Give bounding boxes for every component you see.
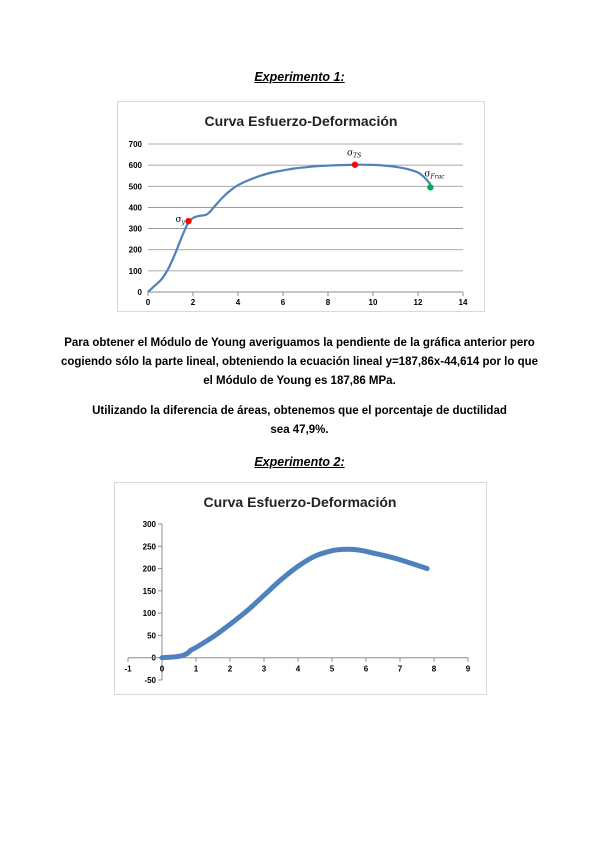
chart2-x-tick-label: 0 bbox=[160, 665, 165, 674]
chart2-y-tick-label: 50 bbox=[147, 631, 156, 640]
chart2-y-tick-label: -50 bbox=[144, 676, 156, 685]
chart2-y-tick-label: 300 bbox=[143, 520, 157, 529]
chart1-series-line bbox=[147, 163, 432, 293]
chart1-label-yield: σy bbox=[176, 215, 186, 226]
chart1-y-tick-label: 600 bbox=[129, 161, 143, 170]
chart1-frame: Curva Esfuerzo-Deformación 0 100 200 300 400 5… bbox=[117, 101, 485, 312]
experiment1-heading: Experimento 1: bbox=[254, 70, 345, 84]
chart2-y-tick-label: 200 bbox=[143, 565, 157, 574]
chart2-x-tick-label: 5 bbox=[330, 665, 335, 674]
chart2-title: Curva Esfuerzo-Deformación bbox=[204, 494, 397, 510]
chart2-x-tick-label: 9 bbox=[466, 665, 471, 674]
chart2-y-tick-label: 250 bbox=[143, 542, 157, 551]
young-modulus-paragraph: Para obtener el Módulo de Young averigua… bbox=[60, 337, 539, 387]
sigma-subscript: TS bbox=[353, 153, 361, 160]
chart1-x-tick-label: 2 bbox=[191, 298, 196, 307]
chart1-x-tick-label: 6 bbox=[281, 298, 286, 307]
chart1-x-tick-label: 4 bbox=[236, 298, 241, 307]
chart1-y-tick-label: 700 bbox=[129, 140, 143, 149]
chart1-point-yield bbox=[185, 217, 192, 225]
chart1-y-tick-label: 100 bbox=[129, 267, 143, 276]
sigma-symbol: σ bbox=[424, 169, 430, 179]
chart1-y-tick-label: 400 bbox=[129, 203, 143, 212]
chart2-x-tick-label: 2 bbox=[228, 665, 233, 674]
chart1-x-tick-label: 0 bbox=[146, 298, 151, 307]
chart2-x-tick-label: 7 bbox=[398, 665, 403, 674]
chart2-series-line bbox=[159, 546, 430, 661]
chart1-y-tick-label: 0 bbox=[138, 288, 143, 297]
sigma-subscript: y bbox=[181, 219, 186, 226]
chart1-label-tensile-strength: σTS bbox=[347, 149, 361, 160]
sigma-subscript: Frac bbox=[430, 173, 446, 180]
chart2-y-tick-label: 150 bbox=[143, 587, 157, 596]
chart1-x-tick-label: 10 bbox=[369, 298, 378, 307]
chart2-y-tick-label: 0 bbox=[152, 654, 157, 663]
chart2-x-tick-label: -1 bbox=[124, 665, 132, 674]
chart2-x-tick-label: 1 bbox=[194, 665, 199, 674]
experiment2-heading: Experimento 2: bbox=[254, 455, 345, 469]
chart2-y-tick-label: 100 bbox=[143, 609, 157, 618]
stress-strain-chart-1: Curva Esfuerzo-Deformación01002003004005… bbox=[129, 113, 468, 307]
stress-strain-chart-2: Curva Esfuerzo-Deformación-5005010015020… bbox=[124, 494, 471, 685]
ductility-paragraph: Utilizando la diferencia de áreas, obten… bbox=[92, 405, 507, 436]
chart1-label-fracture: σFrac bbox=[424, 169, 445, 180]
chart2-frame: Curva Esfuerzo-Deformación -50 0 50 100 150 20… bbox=[114, 482, 487, 695]
sigma-symbol: σ bbox=[347, 149, 353, 159]
chart1-point-fracture bbox=[427, 184, 434, 191]
chart1-y-tick-label: 300 bbox=[129, 225, 143, 234]
chart1-title: Curva Esfuerzo-Deformación bbox=[205, 113, 398, 129]
chart1-y-tick-label: 200 bbox=[129, 246, 143, 255]
chart1-x-tick-label: 8 bbox=[326, 298, 331, 307]
chart1-x-tick-label: 12 bbox=[414, 298, 423, 307]
chart2-x-tick-label: 3 bbox=[262, 665, 267, 674]
chart2-x-tick-label: 4 bbox=[296, 665, 301, 674]
chart2-x-tick-label: 8 bbox=[432, 665, 437, 674]
chart1-y-tick-label: 500 bbox=[129, 182, 143, 191]
chart2-x-tick-label: 6 bbox=[364, 665, 369, 674]
chart1-point-tensile-strength bbox=[351, 161, 359, 168]
sigma-symbol: σ bbox=[176, 215, 182, 225]
chart1-x-tick-label: 14 bbox=[459, 298, 468, 307]
